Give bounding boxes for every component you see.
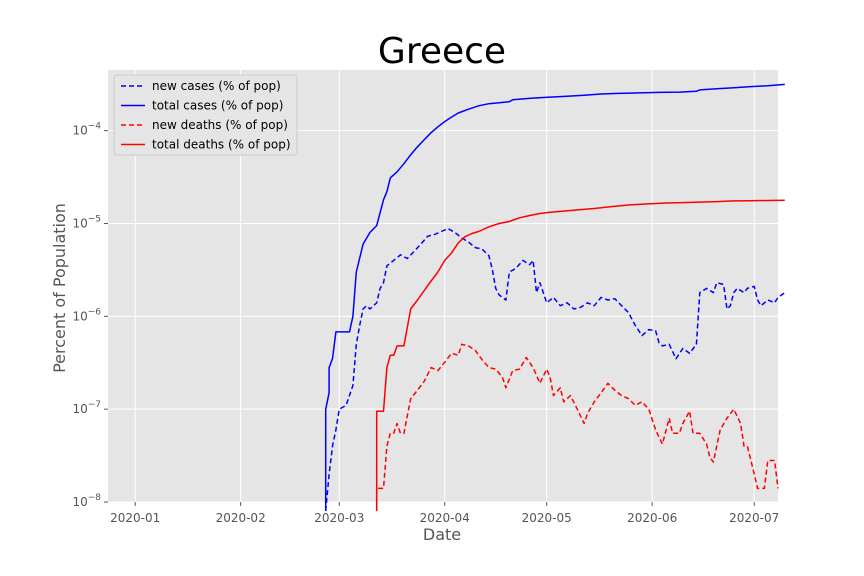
legend-label-total-cases: total cases (% of pop): [152, 99, 283, 113]
y-tick-exponent: −4: [88, 122, 102, 132]
y-tick-exponent: −5: [88, 214, 101, 224]
series-line-new-cases: [324, 227, 786, 512]
legend-box: [113, 74, 298, 156]
x-tick-label: 2020-04: [420, 511, 470, 525]
series-line-total-deaths: [375, 199, 785, 511]
y-tick-base: 10: [72, 402, 87, 416]
legend-label-new-deaths: new deaths (% of pop): [152, 118, 288, 132]
series-layer: [324, 83, 786, 512]
y-tick-base: 10: [72, 216, 87, 230]
chart-title: Greece: [378, 31, 506, 72]
series-line-total-cases: [324, 83, 785, 511]
x-tick-label: 2020-03: [314, 511, 364, 525]
grid: [108, 70, 778, 503]
y-tick-base: 10: [72, 495, 87, 509]
x-tick-label: 2020-07: [729, 511, 779, 525]
x-tick-label: 2020-06: [627, 511, 677, 525]
x-tick-label: 2020-01: [110, 511, 160, 525]
y-tick-label: 10−6: [72, 307, 101, 323]
legend-label-new-cases: new cases (% of pop): [152, 79, 281, 93]
y-axis-title: Percent of Population: [50, 203, 69, 373]
y-tick-base: 10: [72, 309, 87, 323]
legend: new cases (% of pop) total cases (% of po…: [113, 74, 298, 156]
x-tick-label: 2020-05: [522, 511, 572, 525]
y-tick-exponent: −6: [88, 307, 102, 317]
y-tick-base: 10: [72, 124, 87, 138]
legend-label-total-deaths: total deaths (% of pop): [152, 138, 291, 152]
y-tick-label: 10−8: [72, 493, 101, 509]
y-axis-ticks: 10−810−710−610−510−4: [72, 122, 108, 509]
series-line-new-deaths: [375, 343, 779, 511]
x-axis-title: Date: [423, 525, 461, 544]
x-tick-label: 2020-02: [216, 511, 266, 525]
y-tick-label: 10−4: [72, 122, 101, 138]
y-tick-exponent: −7: [88, 400, 101, 410]
y-tick-label: 10−5: [72, 214, 101, 230]
x-axis-ticks: 2020-01 2020-02 2020-03 2020-04 2020-05 2020-…: [110, 502, 779, 525]
y-tick-label: 10−7: [72, 400, 101, 416]
y-tick-exponent: −8: [88, 493, 102, 503]
